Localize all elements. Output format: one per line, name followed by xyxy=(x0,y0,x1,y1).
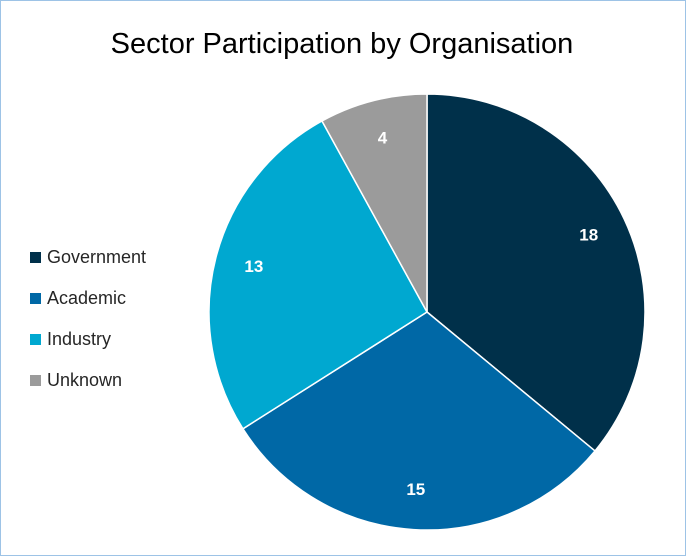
pie-data-labels: 18 15 13 4 xyxy=(244,128,598,499)
legend-swatch xyxy=(30,334,41,345)
pie-slice-government xyxy=(426,93,646,453)
pie-slice-unknown xyxy=(320,93,428,313)
legend-label: Academic xyxy=(47,288,127,308)
chart-title: Sector Participation by Organisation xyxy=(110,28,574,60)
pie-slice-academic xyxy=(241,311,597,531)
legend-label: Unknown xyxy=(47,370,123,390)
data-label-unknown: 4 xyxy=(378,128,388,147)
legend-swatch xyxy=(30,293,41,304)
legend-label: Industry xyxy=(47,329,112,349)
legend-item-unknown: Unknown xyxy=(30,360,146,401)
legend-item-government: Government xyxy=(30,237,146,278)
legend-item-industry: Industry xyxy=(30,319,146,360)
chart-legend: Government Academic Industry Unknown xyxy=(30,237,146,401)
legend-swatch xyxy=(30,252,41,263)
legend-label: Government xyxy=(47,247,147,267)
data-label-academic: 15 xyxy=(406,480,425,499)
pie-slices xyxy=(208,93,646,531)
data-label-government: 18 xyxy=(579,225,598,244)
legend-swatch xyxy=(30,375,41,386)
legend-item-academic: Academic xyxy=(30,278,146,319)
data-label-industry: 13 xyxy=(244,257,263,276)
pie-slice-industry xyxy=(208,119,428,430)
